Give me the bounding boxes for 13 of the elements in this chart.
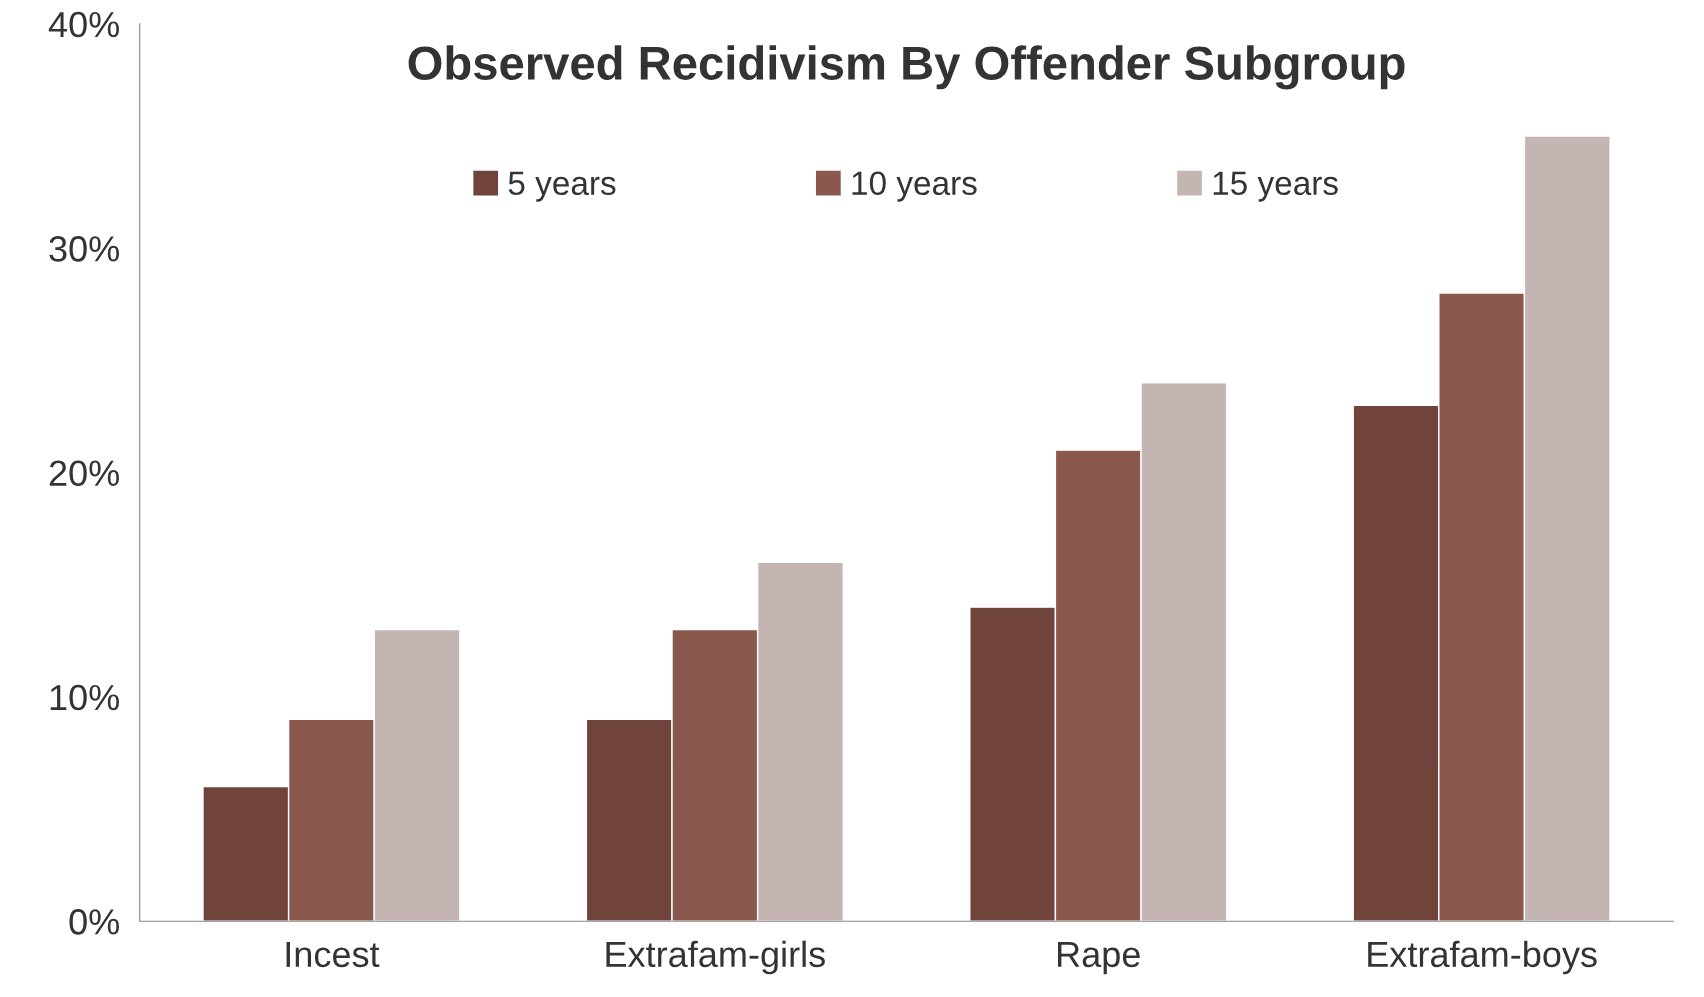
legend-label: 5 years <box>508 171 616 202</box>
legend-label: 10 years <box>852 171 977 202</box>
y-tick-label: 30% <box>49 236 119 262</box>
y-tick-label: 10% <box>50 684 119 711</box>
y-tick-label: 0% <box>69 909 119 935</box>
y-tick-label: 20% <box>49 460 119 487</box>
x-tick-label: Incest <box>286 942 380 968</box>
x-tick-label: Extrafam-boys <box>1368 940 1597 975</box>
legend-label: 15 years <box>1213 171 1338 202</box>
y-tick-label: 40% <box>48 11 119 38</box>
chart-title: Observed Recidivism By Offender Subgroup <box>408 45 1405 90</box>
x-tick-label: Rape <box>1058 942 1140 975</box>
x-tick-label: Extrafam-girls <box>606 940 825 975</box>
